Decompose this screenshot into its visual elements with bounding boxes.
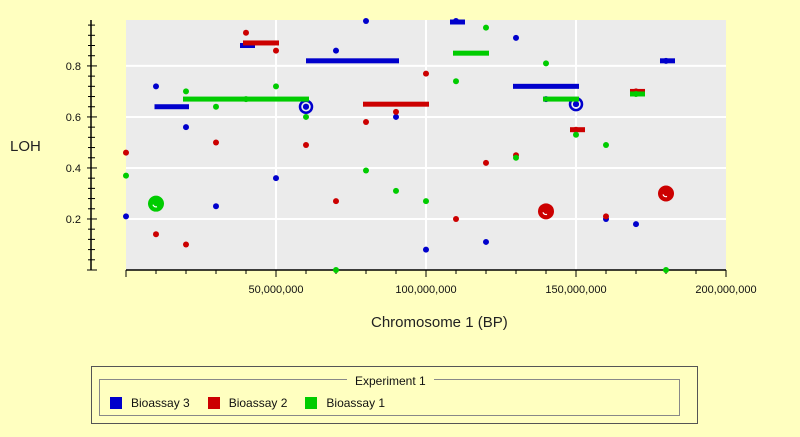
bioassay-1-segment [453, 50, 489, 56]
legend-label-bioassay-3: Bioassay 3 [131, 396, 190, 410]
y-tick-label: 0.2 [66, 214, 81, 226]
bioassay-2-point [123, 149, 129, 156]
bioassay-1-point [573, 131, 579, 138]
y-tick-label: 0.8 [66, 61, 81, 73]
bioassay-3-point [213, 203, 219, 210]
bioassay-2-point [183, 241, 189, 248]
bioassay-2-segment [243, 40, 279, 46]
bioassay-2-point [153, 231, 159, 238]
legend-item-bioassay-2[interactable]: Bioassay 2 [207, 396, 288, 410]
bioassay-2-point [393, 108, 399, 115]
bioassay-1-point [483, 24, 489, 31]
bioassay-3-highlight-center [573, 101, 579, 108]
bioassay-2-point [303, 142, 309, 148]
bioassay-2-highlight-glint [662, 194, 668, 198]
legend-item-bioassay-3[interactable]: Bioassay 3 [110, 396, 190, 410]
bioassay-3-point [363, 18, 369, 24]
bioassay-2-point [453, 215, 459, 222]
legend-title: Experiment 1 [347, 374, 434, 388]
legend-items: Bioassay 3 Bioassay 2 Bioassay 1 [110, 396, 385, 410]
bioassay-3-segment [240, 43, 255, 49]
bioassay-2-point [243, 29, 249, 36]
legend-label-bioassay-2: Bioassay 2 [228, 396, 288, 410]
bioassay-2-point [273, 47, 279, 54]
legend-label-bioassay-1: Bioassay 1 [326, 396, 386, 410]
bioassay-2-highlight [658, 185, 674, 202]
bioassay-2-point [573, 126, 579, 133]
bioassay-2-point [603, 213, 609, 220]
bioassay-1-point [333, 267, 339, 273]
bioassay-1-point [213, 103, 219, 110]
y-tick-label: 0.6 [66, 112, 81, 124]
bioassay-1-point [273, 83, 279, 90]
bioassay-1-point [183, 88, 189, 95]
y-axis-label: LOH [10, 138, 41, 155]
bioassay-1-point [393, 187, 399, 194]
bioassay-1-segment [543, 96, 579, 102]
legend-item-bioassay-1[interactable]: Bioassay 1 [305, 396, 385, 410]
legend: Experiment 1 Bioassay 3 Bioassay 2 Bioas… [91, 366, 698, 424]
bioassay-3-point [513, 34, 519, 41]
y-tick-label: 0.4 [66, 163, 81, 175]
x-tick-label: 200,000,000 [695, 284, 756, 296]
bioassay-2-highlight [538, 203, 554, 220]
bioassay-3-point [153, 83, 159, 90]
bioassay-3-segment [306, 58, 399, 64]
bioassay-2-point [333, 198, 339, 205]
bioassay-3-point [333, 47, 339, 54]
bioassay-3-point [123, 213, 129, 220]
bioassay-1-point [303, 113, 309, 120]
bioassay-3-point [393, 113, 399, 120]
bioassay-2-point [363, 119, 369, 126]
bioassay-2-segment [363, 101, 429, 107]
bioassay-3-point [483, 238, 489, 245]
bioassay-1-point [633, 90, 639, 97]
bioassay-1-point [603, 142, 609, 148]
bioassay-3-point [273, 175, 279, 182]
bioassay-1-highlight-glint [152, 204, 158, 208]
bioassay-1-point [243, 96, 249, 103]
x-tick-label: 50,000,000 [248, 284, 303, 296]
legend-swatch-bioassay-1 [305, 397, 318, 409]
bioassay-1-point [543, 60, 549, 67]
bioassay-3-segment [154, 104, 189, 110]
bioassay-3-segment [513, 83, 579, 89]
bioassay-1-highlight [148, 195, 164, 212]
bioassay-3-point [633, 221, 639, 228]
bioassay-1-point [423, 198, 429, 205]
bioassay-3-point [663, 57, 669, 64]
x-tick-label: 100,000,000 [395, 284, 456, 296]
bioassay-1-point [453, 78, 459, 85]
bioassay-2-point [423, 70, 429, 77]
bioassay-2-highlight-glint [542, 212, 548, 216]
x-axis-label: Chromosome 1 (BP) [371, 314, 508, 331]
bioassay-2-point [483, 159, 489, 166]
x-tick-label: 150,000,000 [545, 284, 606, 296]
legend-swatch-bioassay-2 [207, 397, 220, 409]
bioassay-3-point [423, 246, 429, 253]
legend-swatch-bioassay-3 [110, 397, 122, 409]
bioassay-1-point [363, 167, 369, 174]
bioassay-1-point [123, 172, 129, 179]
bioassay-3-point [453, 18, 459, 24]
bioassay-1-point [663, 267, 669, 273]
bioassay-1-point [513, 154, 519, 161]
bioassay-3-highlight-center [303, 103, 309, 110]
bioassay-3-point [183, 124, 189, 131]
bioassay-2-point [213, 139, 219, 146]
